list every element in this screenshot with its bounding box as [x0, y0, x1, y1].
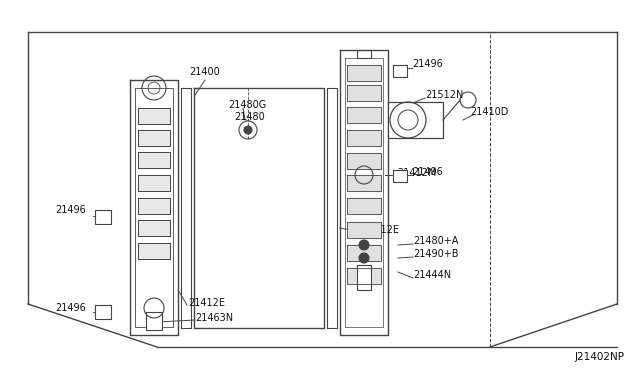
Text: 21480G: 21480G	[228, 100, 266, 110]
Polygon shape	[347, 65, 381, 81]
Polygon shape	[347, 198, 381, 214]
Circle shape	[244, 126, 252, 134]
Polygon shape	[393, 65, 407, 77]
Polygon shape	[194, 88, 324, 328]
Text: J21402NP: J21402NP	[575, 352, 625, 362]
Polygon shape	[347, 107, 381, 123]
Bar	[357, 50, 371, 58]
Text: 21412E: 21412E	[188, 298, 225, 308]
Polygon shape	[95, 305, 111, 319]
Text: 21410D: 21410D	[470, 107, 508, 117]
Circle shape	[359, 240, 369, 250]
Polygon shape	[347, 175, 381, 191]
Text: 21480: 21480	[234, 112, 265, 122]
Polygon shape	[138, 220, 170, 236]
Text: 21463N: 21463N	[195, 313, 233, 323]
Polygon shape	[138, 152, 170, 168]
Polygon shape	[138, 175, 170, 191]
Text: 21412E: 21412E	[362, 225, 399, 235]
Polygon shape	[138, 243, 170, 259]
Text: 21496: 21496	[55, 303, 86, 313]
Polygon shape	[146, 312, 162, 330]
Text: 21496: 21496	[412, 59, 443, 69]
Polygon shape	[393, 170, 407, 182]
Text: 21412M: 21412M	[397, 168, 436, 178]
Polygon shape	[347, 222, 381, 238]
Polygon shape	[347, 130, 381, 146]
Polygon shape	[347, 245, 381, 261]
Polygon shape	[181, 88, 191, 328]
Text: 21490+B: 21490+B	[413, 249, 458, 259]
Polygon shape	[95, 210, 111, 224]
Polygon shape	[130, 80, 178, 335]
Text: 21496: 21496	[412, 167, 443, 177]
Polygon shape	[138, 198, 170, 214]
Text: 21496: 21496	[55, 205, 86, 215]
Circle shape	[359, 253, 369, 263]
Polygon shape	[347, 85, 381, 101]
Polygon shape	[388, 102, 443, 138]
Polygon shape	[340, 50, 388, 335]
Polygon shape	[347, 153, 381, 169]
Polygon shape	[138, 108, 170, 124]
Text: 21400: 21400	[189, 67, 220, 77]
Polygon shape	[327, 88, 337, 328]
Text: 21512N: 21512N	[425, 90, 463, 100]
Polygon shape	[138, 130, 170, 146]
Text: 21444N: 21444N	[413, 270, 451, 280]
Text: 21480+A: 21480+A	[413, 236, 458, 246]
Polygon shape	[357, 265, 371, 290]
Polygon shape	[347, 268, 381, 284]
